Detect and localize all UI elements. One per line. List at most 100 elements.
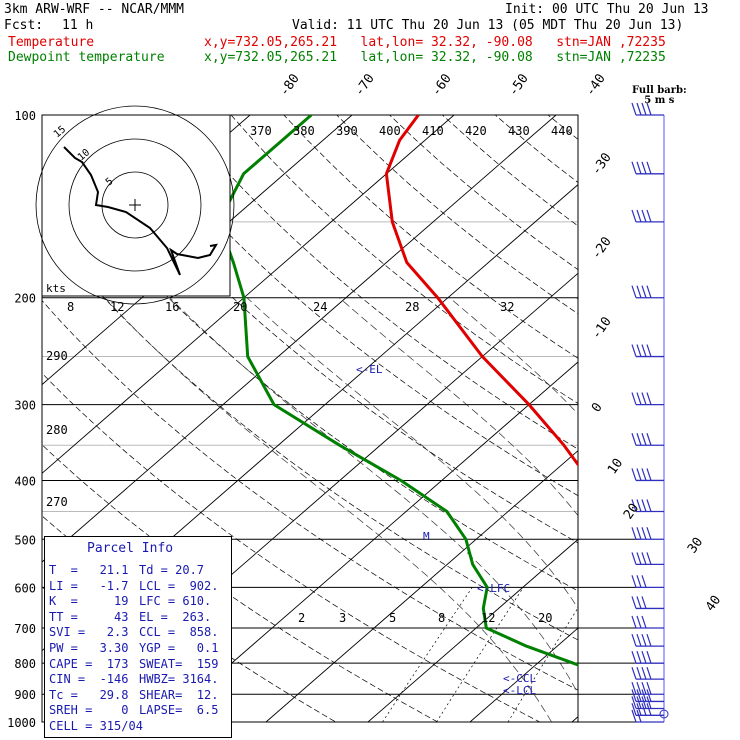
barb-feather xyxy=(646,633,652,647)
barb-feather xyxy=(641,344,647,357)
dry-adiabat xyxy=(42,372,541,722)
barb-feather xyxy=(636,392,642,405)
dewpoint-location: x,y=732.05,265.21 lat,lon= 32.32, -90.08… xyxy=(204,50,666,65)
barb-feather xyxy=(641,633,647,647)
wind-barb xyxy=(631,689,664,703)
barb-feather xyxy=(641,666,647,680)
wind-barb xyxy=(631,499,664,513)
barb-feather xyxy=(646,666,652,680)
parcel-stat-right: LFC = 610. xyxy=(139,594,212,609)
mixing-ratio-line xyxy=(436,587,524,722)
barb-feather xyxy=(631,433,637,446)
barb-feather xyxy=(636,285,642,298)
barb-feather xyxy=(646,650,652,664)
barb-feather xyxy=(646,703,652,716)
forecast-hour: 11 h xyxy=(62,18,94,33)
barb-feather xyxy=(641,392,647,405)
parcel-stat-left: Tc = 29.8 xyxy=(49,687,129,702)
barb-feather xyxy=(636,666,642,680)
barb-feather xyxy=(646,161,652,175)
theta-label: 430 xyxy=(508,124,530,138)
barb-feather xyxy=(631,285,637,298)
theta-label: 290 xyxy=(46,349,68,363)
dry-adiabat xyxy=(707,115,740,735)
barb-feather xyxy=(641,596,647,609)
level-annotation: <-LFC xyxy=(477,582,510,595)
barb-feather xyxy=(646,682,652,695)
isotherm-line xyxy=(265,450,578,722)
theta-label: 380 xyxy=(293,124,315,138)
isotherm-label: -10 xyxy=(589,314,615,342)
wind-barb xyxy=(631,575,664,588)
barb-feather xyxy=(631,596,637,609)
barb-feather xyxy=(641,689,647,702)
barb-feather xyxy=(631,575,637,588)
theta-label: 410 xyxy=(422,124,444,138)
barb-feather xyxy=(631,527,637,540)
barb-feather xyxy=(636,709,642,723)
mixing-ratio-label: 8 xyxy=(438,611,445,625)
valid-time: Valid: 11 UTC Thu 20 Jun 13 (05 MDT Thu … xyxy=(292,18,684,33)
temperature-location: x,y=732.05,265.21 lat,lon= 32.32, -90.08… xyxy=(204,35,666,50)
dry-adiabat xyxy=(389,115,578,271)
theta-label: 370 xyxy=(250,124,272,138)
dry-adiabat xyxy=(654,115,740,735)
wind-barb xyxy=(631,285,664,299)
barb-feather xyxy=(631,696,637,709)
pressure-label: 700 xyxy=(14,622,36,636)
isotherm-label: -60 xyxy=(429,71,455,99)
theta-label: 400 xyxy=(379,124,401,138)
pressure-label: 200 xyxy=(14,292,36,306)
parcel-stat-right: YGP = 0.1 xyxy=(139,641,219,655)
parcel-stat-left: T = 21.1 xyxy=(49,563,129,577)
wind-barb xyxy=(631,161,664,175)
hodograph-trace xyxy=(63,146,218,276)
parcel-stat-left: K = 19 xyxy=(49,594,129,609)
isotherm-label: -30 xyxy=(589,150,615,178)
speed-label: 28 xyxy=(405,300,419,314)
barb-feather xyxy=(641,433,647,446)
barb-feather xyxy=(636,161,642,175)
wind-barb xyxy=(631,209,664,223)
barb-feather xyxy=(636,650,642,664)
barb-feather xyxy=(641,468,647,481)
barb-feather xyxy=(636,703,642,716)
parcel-stat-left: PW = 3.30 xyxy=(49,641,129,655)
forecast-label: Fcst: xyxy=(4,18,44,33)
mixing-ratio-line xyxy=(507,607,578,722)
barb-feather xyxy=(631,709,637,723)
barb-feather xyxy=(636,575,642,588)
parcel-stat-left: SVI = 2.3 xyxy=(49,625,129,640)
wind-barb xyxy=(631,682,664,695)
isotherm-label: 20 xyxy=(621,501,642,522)
barb-feather xyxy=(646,102,652,116)
isotherm-label: -50 xyxy=(506,71,532,99)
dry-adiabat xyxy=(230,115,578,404)
wind-barb xyxy=(631,615,664,629)
barb-feather xyxy=(631,209,637,223)
dry-adiabat xyxy=(177,115,578,450)
pressure-label: 600 xyxy=(14,581,36,595)
barb-feather xyxy=(636,433,642,446)
profile-area xyxy=(217,115,578,667)
background-grid xyxy=(41,114,740,735)
parcel-stat-left: TT = 43 xyxy=(49,609,129,624)
isotherm-line xyxy=(42,115,455,474)
wind-barb xyxy=(631,552,664,566)
barb-feather xyxy=(636,633,642,647)
wind-barb xyxy=(631,102,664,116)
barb-feather xyxy=(636,344,642,357)
barb-feather xyxy=(631,650,637,664)
barb-feather xyxy=(641,161,647,175)
barb-feather xyxy=(631,615,637,629)
isotherm-line xyxy=(674,115,740,722)
barb-feather xyxy=(646,433,652,446)
barb-feather xyxy=(646,552,652,565)
pressure-label: 1000 xyxy=(7,716,36,730)
barb-feather xyxy=(646,209,652,223)
wind-barb xyxy=(631,633,664,647)
barb-feather xyxy=(641,102,647,116)
wind-barb xyxy=(631,344,664,358)
parcel-stat-right: CCL = 858. xyxy=(139,625,219,640)
barb-feather xyxy=(636,689,642,702)
